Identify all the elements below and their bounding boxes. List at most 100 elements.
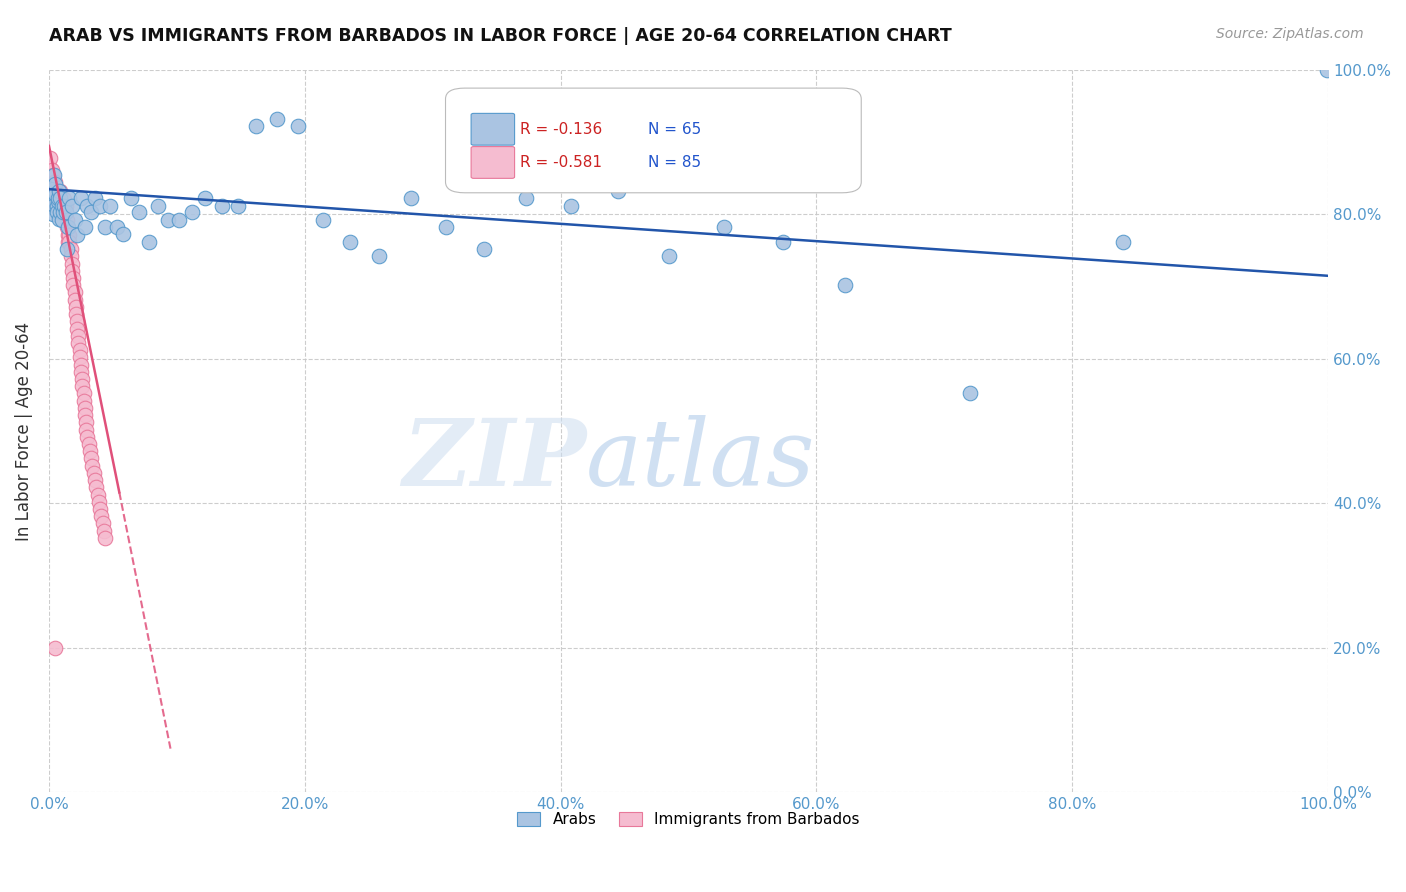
Point	[53, 199, 76, 213]
Text: ARAB VS IMMIGRANTS FROM BARBADOS IN LABOR FORCE | AGE 20-64 CORRELATION CHART: ARAB VS IMMIGRANTS FROM BARBADOS IN LABO…	[49, 27, 952, 45]
Point	[69, 343, 91, 358]
Text: R = -0.136: R = -0.136	[520, 121, 602, 136]
Point	[53, 192, 76, 206]
Point	[55, 199, 77, 213]
Point	[41, 192, 63, 206]
Point	[42, 185, 65, 199]
Point	[90, 509, 112, 524]
Point	[67, 335, 90, 350]
Point	[80, 205, 103, 219]
Point	[713, 220, 735, 235]
Point	[70, 379, 93, 393]
Point	[51, 199, 73, 213]
Point	[55, 205, 77, 219]
Point	[39, 175, 62, 189]
Point	[658, 249, 681, 263]
Point	[46, 185, 69, 199]
Point	[89, 502, 111, 516]
FancyBboxPatch shape	[471, 146, 515, 178]
Point	[76, 430, 98, 444]
Point	[1316, 63, 1339, 78]
Point	[39, 161, 62, 175]
Point	[56, 235, 79, 249]
Point	[560, 199, 582, 213]
Point	[76, 199, 98, 213]
Point	[70, 365, 93, 379]
Point	[1112, 235, 1135, 249]
Text: Source: ZipAtlas.com: Source: ZipAtlas.com	[1216, 27, 1364, 41]
Point	[41, 185, 63, 199]
Legend: Arabs, Immigrants from Barbados: Arabs, Immigrants from Barbados	[509, 804, 868, 835]
Point	[62, 271, 84, 285]
Point	[48, 192, 70, 206]
Point	[42, 168, 65, 182]
Point	[48, 185, 70, 199]
Point	[42, 182, 65, 196]
Point	[120, 191, 142, 205]
Point	[73, 408, 96, 422]
Point	[44, 640, 66, 655]
Point	[82, 458, 104, 473]
Point	[56, 220, 79, 235]
Point	[75, 415, 97, 429]
Point	[63, 293, 86, 307]
Point	[56, 220, 79, 235]
Point	[607, 185, 630, 199]
Point	[77, 437, 100, 451]
Point	[67, 328, 90, 343]
Point	[60, 264, 83, 278]
Point	[100, 199, 122, 213]
Point	[91, 516, 114, 531]
Y-axis label: In Labor Force | Age 20-64: In Labor Force | Age 20-64	[15, 321, 32, 541]
Point	[42, 198, 65, 212]
Point	[66, 227, 89, 242]
Point	[39, 185, 62, 199]
Point	[42, 207, 65, 221]
Point	[42, 168, 65, 182]
Point	[59, 249, 82, 263]
Point	[226, 199, 249, 213]
Point	[46, 192, 69, 206]
Point	[834, 278, 856, 293]
Point	[515, 191, 537, 205]
Point	[79, 444, 101, 458]
Point	[72, 393, 94, 408]
Point	[772, 235, 794, 249]
Point	[156, 213, 179, 227]
Point	[70, 372, 93, 386]
Point	[70, 358, 93, 372]
Point	[52, 199, 75, 213]
Point	[73, 401, 96, 415]
Point	[80, 451, 103, 466]
Point	[65, 300, 87, 314]
Point	[146, 199, 169, 213]
Point	[44, 187, 66, 202]
Point	[66, 321, 89, 335]
FancyBboxPatch shape	[471, 113, 515, 145]
Point	[46, 191, 69, 205]
Point	[44, 199, 66, 213]
Point	[51, 199, 73, 213]
Point	[211, 199, 233, 213]
Point	[94, 531, 117, 545]
Point	[339, 235, 361, 249]
Text: N = 85: N = 85	[648, 155, 700, 170]
Point	[44, 177, 66, 191]
Point	[44, 175, 66, 189]
Point	[49, 185, 72, 199]
Point	[87, 495, 110, 509]
Point	[84, 191, 107, 205]
Point	[434, 219, 457, 234]
Point	[41, 177, 63, 191]
Point	[56, 213, 79, 227]
Point	[83, 466, 105, 480]
Point	[63, 285, 86, 300]
Point	[58, 235, 80, 249]
Text: R = -0.581: R = -0.581	[520, 155, 602, 170]
Point	[52, 205, 75, 219]
Point	[245, 120, 267, 134]
Point	[399, 191, 422, 205]
Point	[58, 227, 80, 242]
Point	[39, 165, 62, 179]
Point	[75, 423, 97, 437]
